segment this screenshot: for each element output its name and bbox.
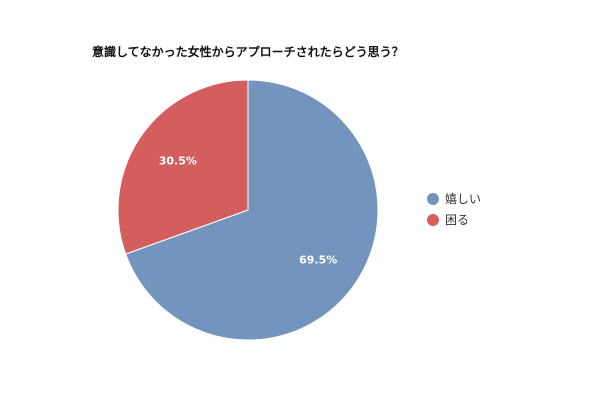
pie-slice-1: [117, 79, 249, 255]
legend-marker-0: [427, 193, 439, 205]
legend-label-0: 嬉しい: [445, 192, 481, 206]
legend-label-1: 困る: [445, 213, 469, 227]
pie-slice-labels: 69.5% 30.5%: [159, 155, 338, 267]
pie-slice-label-0: 69.5%: [299, 253, 337, 266]
pie-slice-label-1: 30.5%: [159, 155, 197, 168]
chart-title: 意識してなかった女性からアプローチされたらどう思う？: [92, 44, 404, 59]
legend-marker-1: [427, 214, 439, 226]
pie-slice-0: [125, 79, 379, 341]
pie-slices: [117, 79, 379, 341]
